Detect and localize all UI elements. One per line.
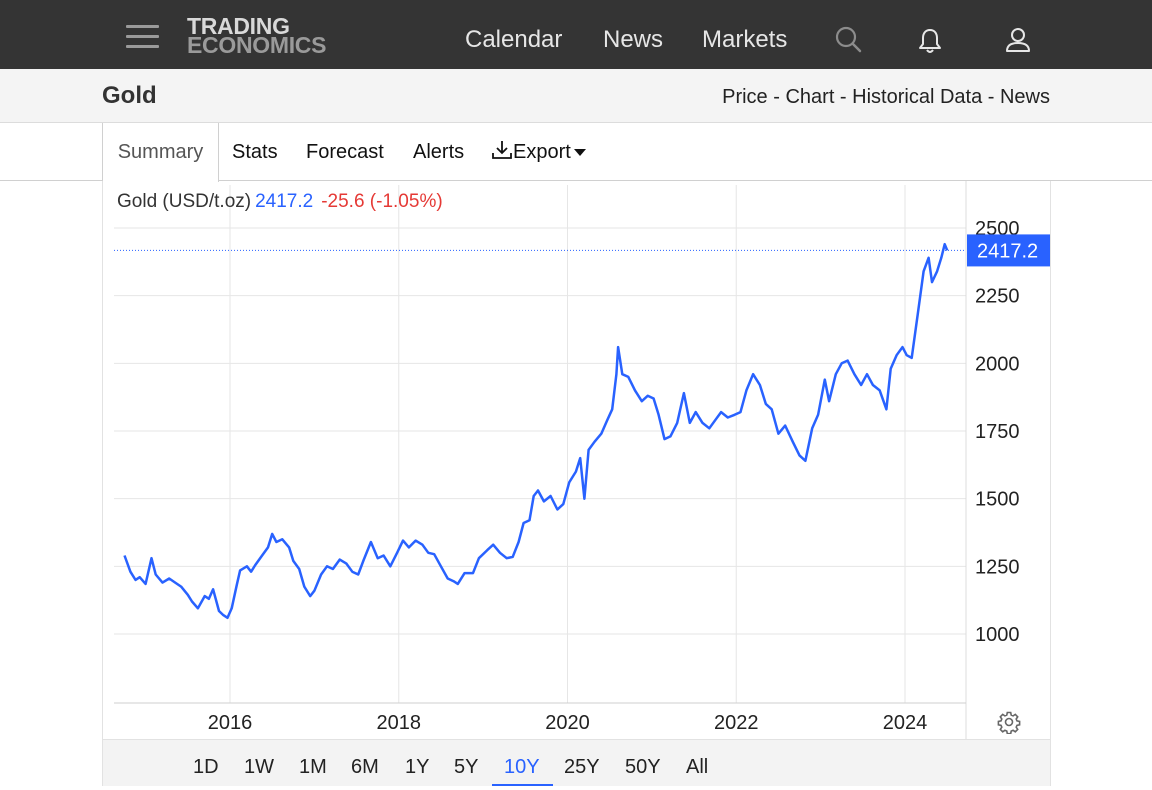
breadcrumb-price-link[interactable]: Price [722,86,768,108]
price-series-line [123,242,949,620]
range-50y-button[interactable]: 50Y [625,756,661,778]
user-icon[interactable] [1004,26,1032,54]
range-1d-button[interactable]: 1D [193,756,219,778]
breadcrumb-chart-link[interactable]: Chart [785,86,835,108]
breadcrumb-news-link[interactable]: News [999,86,1050,108]
last-price-label: 2417.2 [977,240,1038,262]
caret-down-icon [573,149,586,157]
range-selected-underline [492,784,553,786]
breadcrumb: Price - Chart - Historical Data - News [722,86,1050,109]
tab-alerts[interactable]: Alerts [413,141,465,163]
tab-stats[interactable]: Stats [232,141,278,163]
legend-change: -25.6 (-1.05%) [321,191,443,212]
chart-settings-gear-icon[interactable] [997,710,1021,734]
nav-news-link[interactable]: News [603,26,664,53]
export-label: Export [513,141,571,163]
chart-legend: Gold (USD/t.oz) 2417.2 -25.6 (-1.05%) [117,191,443,213]
title-bar: Gold Price - Chart - Historical Data - N… [0,69,1152,123]
breadcrumb-separator: - [767,86,786,108]
page-title: Gold [102,82,157,109]
y-tick-label: 1750 [975,421,1020,443]
tab-bar: Summary Stats Forecast Alerts Export [0,123,1152,182]
range-10y-button[interactable]: 10Y [504,756,540,778]
download-icon [492,141,512,159]
x-tick-label: 2022 [714,712,759,734]
range-25y-button[interactable]: 25Y [564,756,600,778]
x-tick-label: 2024 [883,712,928,734]
range-1y-button[interactable]: 1Y [405,756,430,778]
breadcrumb-separator: - [834,86,853,108]
y-tick-label: 1500 [975,489,1020,511]
range-1m-button[interactable]: 1M [299,756,327,778]
tab-forecast[interactable]: Forecast [306,141,384,163]
bell-icon[interactable] [917,27,943,55]
y-tick-label: 1000 [975,624,1020,646]
menu-icon[interactable] [126,25,159,49]
range-5y-button[interactable]: 5Y [454,756,479,778]
breadcrumb-separator: - [982,86,1000,108]
top-navbar: TRADING ECONOMICS Calendar News Markets [0,0,1152,69]
nav-markets-link[interactable]: Markets [702,26,788,53]
nav-calendar-link[interactable]: Calendar [465,26,563,53]
range-all-button[interactable]: All [686,756,709,778]
x-tick-label: 2020 [545,712,590,734]
y-tick-label: 2000 [975,353,1020,375]
tab-summary[interactable]: Summary [102,123,219,182]
breadcrumb-historical-data-link[interactable]: Historical Data [852,86,983,108]
last-price-badge [967,234,1050,267]
range-1w-button[interactable]: 1W [244,756,274,778]
search-icon[interactable] [834,25,864,55]
y-tick-label: 1250 [975,556,1020,578]
y-tick-label: 2250 [975,286,1020,308]
legend-price: 2417.2 [255,191,314,212]
x-tick-label: 2018 [377,712,422,734]
range-selector: 1D 1W 1M 6M 1Y 5Y 10Y 25Y 50Y All [103,739,1050,786]
export-dropdown[interactable]: Export [491,123,586,181]
logo-line-1: TRADING [187,13,290,39]
x-tick-label: 2016 [208,712,253,734]
legend-series-name: Gold (USD/t.oz) [117,191,252,212]
range-6m-button[interactable]: 6M [351,756,379,778]
logo-line-2: ECONOMICS [187,32,327,58]
site-logo[interactable]: TRADING ECONOMICS [187,13,327,58]
